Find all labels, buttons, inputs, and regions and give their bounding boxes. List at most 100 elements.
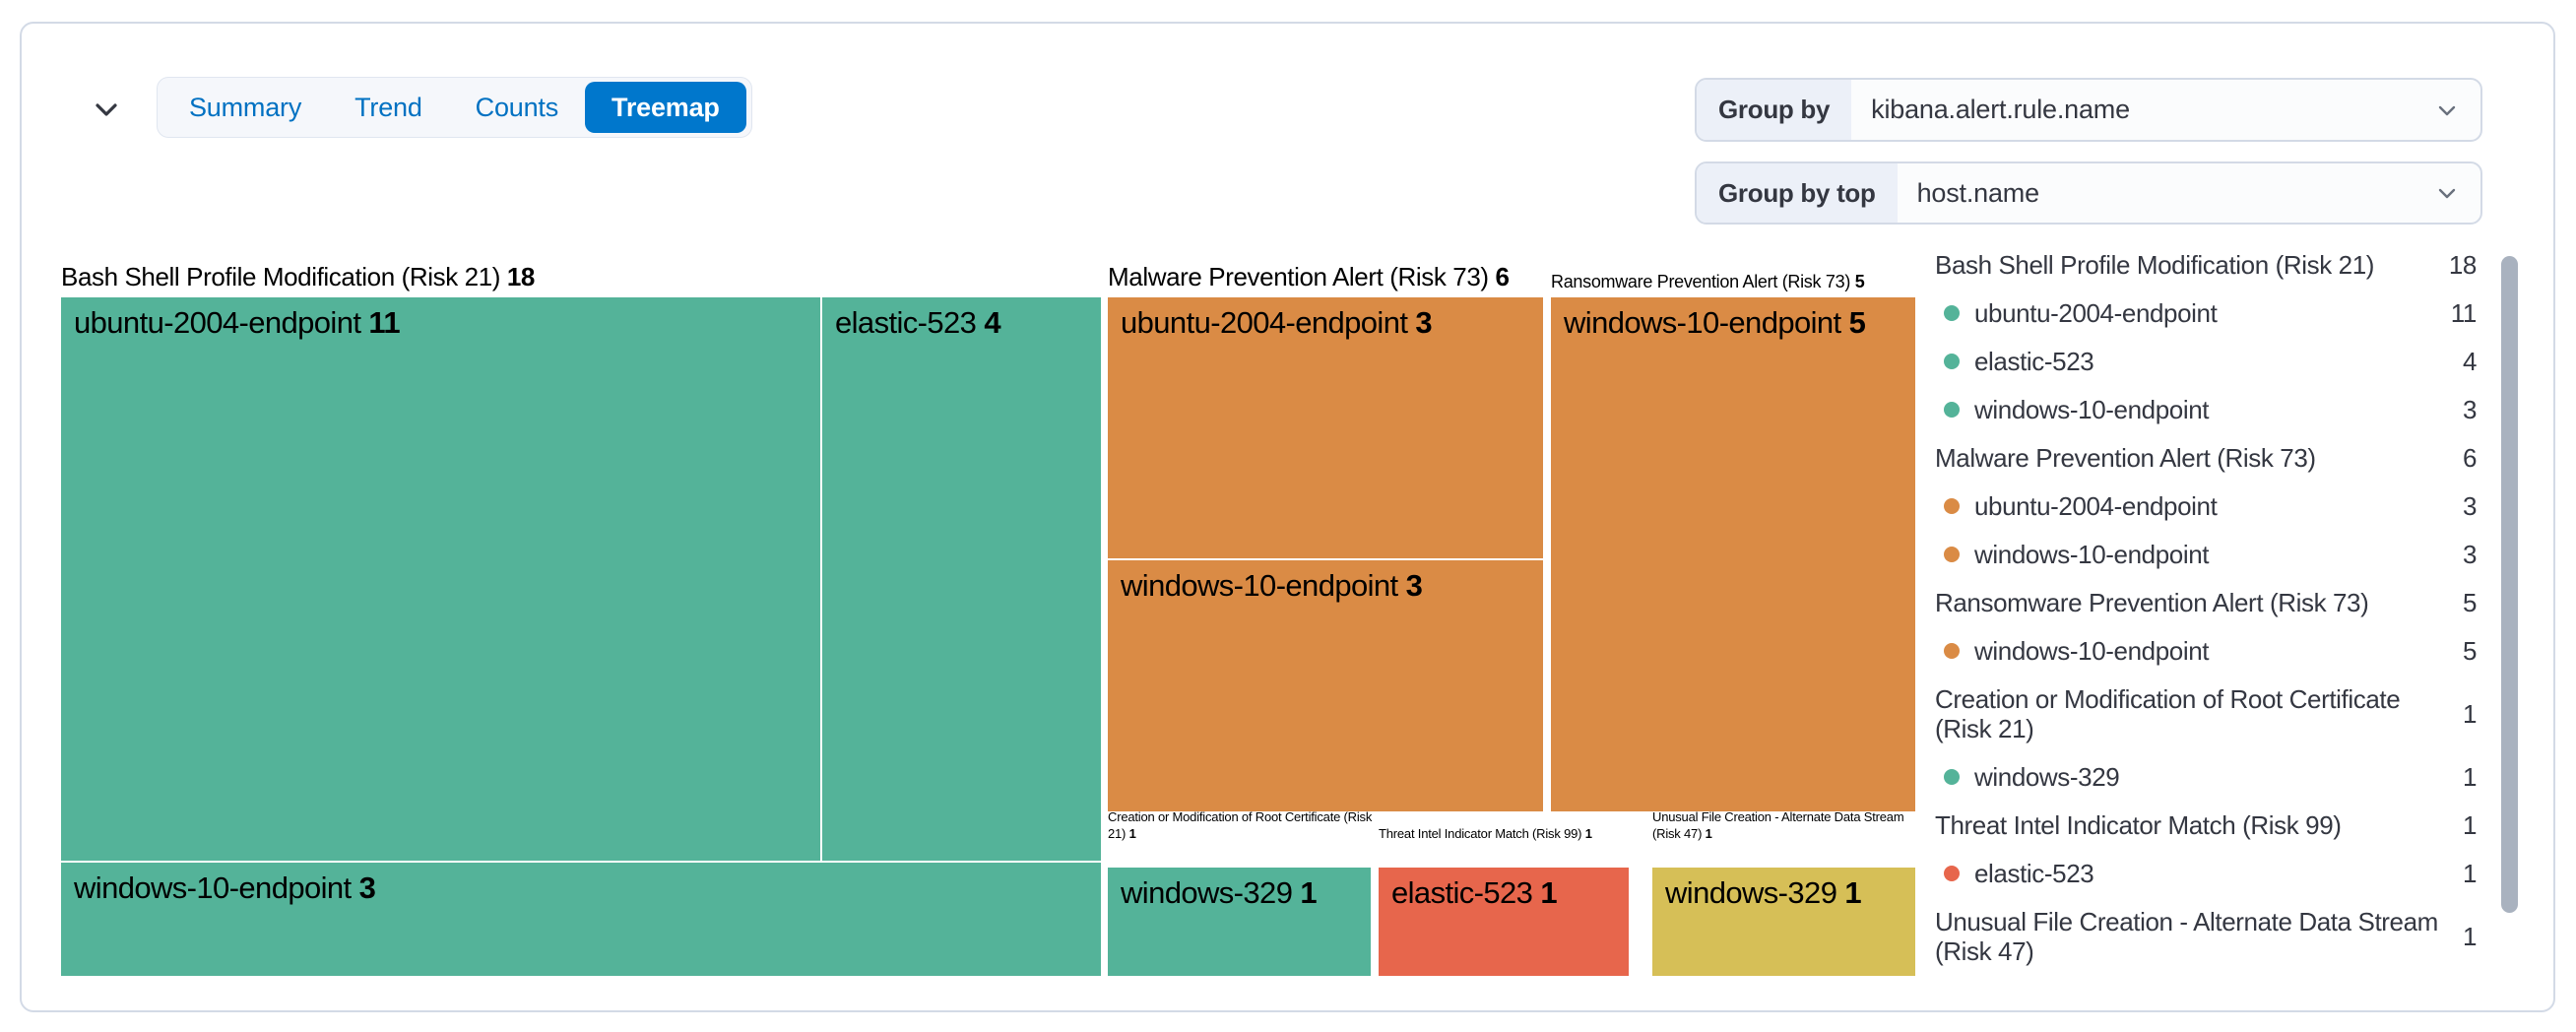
tile-name: ubuntu-2004-endpoint — [74, 305, 361, 340]
treemap-tile[interactable]: windows-10-endpoint 3 — [61, 863, 1101, 976]
legend-host-row[interactable]: elastic-523 1 — [1935, 859, 2477, 888]
group-name: Unusual File Creation - Alternate Data S… — [1652, 809, 1904, 841]
group-count: 1 — [1705, 826, 1712, 841]
legend-host-row[interactable]: windows-10-endpoint 5 — [1935, 636, 2477, 666]
legend-count: 6 — [2462, 443, 2477, 473]
treemap-legend: Bash Shell Profile Modification (Risk 21… — [1935, 250, 2477, 985]
legend-host-row[interactable]: ubuntu-2004-endpoint 3 — [1935, 491, 2477, 521]
tab-counts[interactable]: Counts — [449, 82, 585, 133]
treemap-tile[interactable]: windows-329 1 — [1108, 868, 1371, 976]
legend-rule-row[interactable]: Malware Prevention Alert (Risk 73) 6 — [1935, 443, 2477, 473]
legend-count: 1 — [2462, 810, 2477, 840]
legend-scrollbar-thumb[interactable] — [2501, 256, 2518, 913]
legend-count: 3 — [2462, 395, 2477, 424]
legend-label: elastic-523 — [1974, 347, 2094, 376]
legend-rule-row[interactable]: Creation or Modification of Root Certifi… — [1935, 684, 2477, 743]
treemap-group-header: Bash Shell Profile Modification (Risk 21… — [61, 262, 535, 292]
legend-label: windows-10-endpoint — [1974, 395, 2210, 424]
tile-count: 1 — [1540, 875, 1557, 910]
tab-summary[interactable]: Summary — [162, 82, 328, 133]
legend-dot-icon — [1944, 402, 1960, 418]
legend-count: 5 — [2462, 588, 2477, 617]
tile-name: windows-329 — [1665, 875, 1837, 910]
legend-count: 11 — [2450, 298, 2478, 328]
legend-count: 4 — [2462, 347, 2477, 376]
tab-trend[interactable]: Trend — [328, 82, 449, 133]
tile-name: elastic-523 — [1391, 875, 1533, 910]
treemap-tile[interactable]: windows-10-endpoint 3 — [1108, 560, 1543, 811]
group-name: Bash Shell Profile Modification (Risk 21… — [61, 262, 501, 291]
group-name: Threat Intel Indicator Match (Risk 99) — [1379, 826, 1582, 841]
tile-count: 5 — [1848, 305, 1866, 340]
tile-count: 1 — [1844, 875, 1862, 910]
legend-label: windows-329 — [1974, 762, 2120, 792]
group-count: 1 — [1584, 826, 1592, 841]
legend-host-row[interactable]: elastic-523 4 — [1935, 347, 2477, 376]
treemap-tile[interactable]: elastic-523 4 — [822, 297, 1101, 861]
group-by-top-select[interactable]: Group by top host.name — [1695, 161, 2482, 225]
group-count: 1 — [1128, 826, 1136, 841]
tile-count: 3 — [1405, 568, 1423, 603]
treemap-group-header: Malware Prevention Alert (Risk 73) 6 — [1108, 262, 1510, 292]
legend-label: ubuntu-2004-endpoint — [1974, 298, 2218, 328]
legend-dot-icon — [1944, 866, 1960, 881]
legend-count: 1 — [2462, 859, 2477, 888]
legend-label: ubuntu-2004-endpoint — [1974, 491, 2218, 521]
legend-rule-row[interactable]: Ransomware Prevention Alert (Risk 73) 5 — [1935, 588, 2477, 617]
group-count: 18 — [506, 262, 536, 291]
tile-name: windows-329 — [1121, 875, 1293, 910]
treemap-tile[interactable]: windows-329 1 — [1652, 868, 1915, 976]
legend-rule-row[interactable]: Bash Shell Profile Modification (Risk 21… — [1935, 250, 2477, 280]
legend-dot-icon — [1944, 354, 1960, 369]
legend-host-row[interactable]: ubuntu-2004-endpoint 11 — [1935, 298, 2477, 328]
group-name: Ransomware Prevention Alert (Risk 73) — [1551, 272, 1851, 291]
tile-name: windows-10-endpoint — [74, 871, 352, 905]
legend-dot-icon — [1944, 498, 1960, 514]
collapse-section-button[interactable] — [85, 89, 128, 132]
legend-label: elastic-523 — [1974, 859, 2094, 888]
group-by-top-label: Group by top — [1697, 163, 1898, 223]
legend-host-row[interactable]: windows-329 1 — [1935, 762, 2477, 792]
group-name: Malware Prevention Alert (Risk 73) — [1108, 262, 1489, 291]
legend-dot-icon — [1944, 547, 1960, 562]
treemap-group-header: Ransomware Prevention Alert (Risk 73) 5 — [1551, 272, 1865, 292]
treemap-group-header: Threat Intel Indicator Match (Risk 99) 1 — [1379, 825, 1654, 842]
group-by-label: Group by — [1697, 80, 1852, 140]
legend-count: 1 — [2462, 699, 2477, 729]
tile-name: ubuntu-2004-endpoint — [1121, 305, 1408, 340]
legend-rule-row[interactable]: Threat Intel Indicator Match (Risk 99) 1 — [1935, 810, 2477, 840]
group-by-top-value: host.name — [1916, 177, 2039, 208]
tile-name: elastic-523 — [835, 305, 977, 340]
alerts-visualization-panel: Summary Trend Counts Treemap Group by ki… — [20, 22, 2555, 1012]
legend-count: 18 — [2448, 250, 2478, 280]
legend-label: Bash Shell Profile Modification (Risk 21… — [1935, 250, 2375, 280]
treemap-tile[interactable]: elastic-523 1 — [1379, 868, 1629, 976]
treemap-tile[interactable]: ubuntu-2004-endpoint 11 — [61, 297, 820, 861]
legend-label: Malware Prevention Alert (Risk 73) — [1935, 443, 2316, 473]
legend-count: 3 — [2462, 540, 2477, 569]
legend-host-row[interactable]: windows-10-endpoint 3 — [1935, 540, 2477, 569]
chevron-down-icon — [90, 93, 123, 129]
tab-treemap[interactable]: Treemap — [585, 82, 746, 133]
legend-label: windows-10-endpoint — [1974, 636, 2210, 666]
legend-count: 1 — [2462, 922, 2477, 951]
legend-host-row[interactable]: windows-10-endpoint 3 — [1935, 395, 2477, 424]
tile-count: 3 — [1415, 305, 1433, 340]
legend-dot-icon — [1944, 305, 1960, 321]
legend-label: windows-10-endpoint — [1974, 540, 2210, 569]
legend-dot-icon — [1944, 769, 1960, 785]
group-by-select[interactable]: Group by kibana.alert.rule.name — [1695, 78, 2482, 142]
legend-label: Unusual File Creation - Alternate Data S… — [1935, 907, 2438, 966]
treemap-tile[interactable]: ubuntu-2004-endpoint 3 — [1108, 297, 1543, 558]
treemap-group-header: Unusual File Creation - Alternate Data S… — [1652, 808, 1915, 842]
legend-label: Creation or Modification of Root Certifi… — [1935, 684, 2401, 743]
treemap-tile[interactable]: windows-10-endpoint 5 — [1551, 297, 1915, 811]
legend-dot-icon — [1944, 643, 1960, 659]
tile-name: windows-10-endpoint — [1564, 305, 1841, 340]
tile-count: 4 — [984, 305, 1000, 340]
legend-rule-row[interactable]: Unusual File Creation - Alternate Data S… — [1935, 907, 2477, 966]
tile-count: 3 — [358, 871, 376, 905]
chevron-down-icon — [2433, 163, 2480, 223]
legend-count: 5 — [2462, 636, 2477, 666]
group-by-value: kibana.alert.rule.name — [1871, 95, 2130, 124]
